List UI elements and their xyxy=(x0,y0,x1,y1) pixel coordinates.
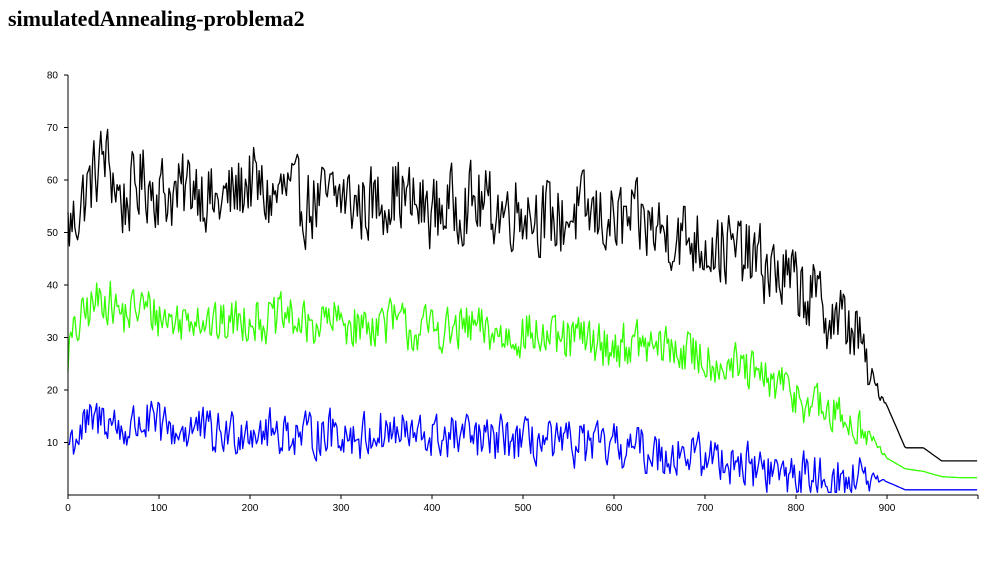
x-tick-label: 100 xyxy=(151,503,168,514)
series-layer xyxy=(67,128,978,494)
series-line-2 xyxy=(67,280,978,479)
series-line-3 xyxy=(67,400,978,494)
x-tick-label: 400 xyxy=(424,503,441,514)
x-tick-label: 700 xyxy=(697,503,714,514)
x-tick-label: 800 xyxy=(788,503,805,514)
x-tick-label: 200 xyxy=(242,503,259,514)
x-tick-label: 600 xyxy=(606,503,623,514)
y-tick-label: 50 xyxy=(47,228,59,239)
y-tick-label: 20 xyxy=(47,386,59,397)
x-tick-label: 300 xyxy=(333,503,350,514)
x-tick-label: 900 xyxy=(879,503,896,514)
y-tick-label: 80 xyxy=(47,71,59,82)
y-tick-label: 10 xyxy=(47,438,59,449)
y-tick-label: 70 xyxy=(47,123,59,134)
x-tick-label: 0 xyxy=(65,503,71,514)
chart-title: simulatedAnnealing-problema2 xyxy=(8,6,305,31)
x-tick-label: 500 xyxy=(515,503,532,514)
y-tick-label: 60 xyxy=(47,176,59,187)
y-tick-label: 30 xyxy=(47,333,59,344)
y-tick-label: 40 xyxy=(47,281,59,292)
series-line-1 xyxy=(67,128,978,462)
